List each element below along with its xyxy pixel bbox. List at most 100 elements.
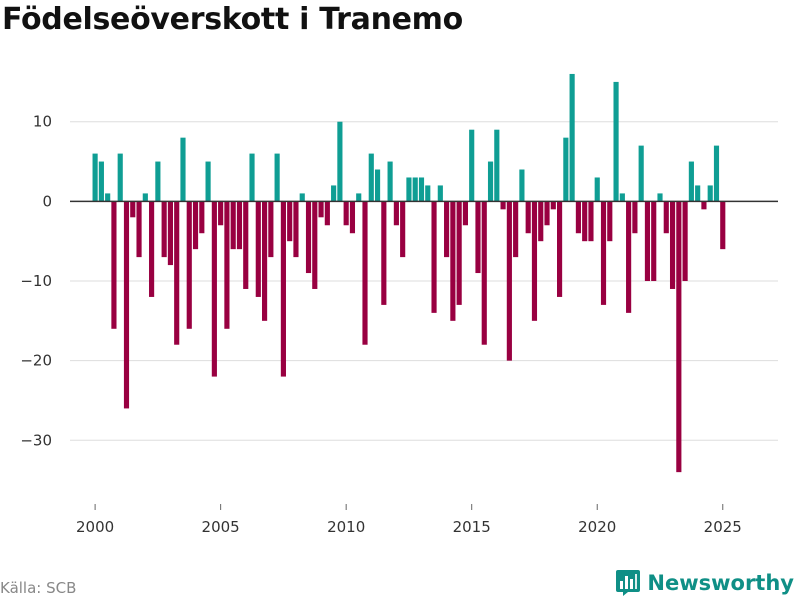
bar[interactable] [142,193,148,202]
bar[interactable] [519,169,525,202]
bar[interactable] [249,153,255,202]
bar[interactable] [280,201,286,377]
bar[interactable] [230,201,236,250]
bar[interactable] [324,201,330,226]
bar[interactable] [444,201,450,258]
bar[interactable] [651,201,657,282]
bar[interactable] [105,193,111,202]
bar[interactable] [657,193,663,202]
bar[interactable] [487,161,494,202]
bar[interactable] [588,201,594,242]
bar[interactable] [274,153,280,202]
bar[interactable] [268,201,274,258]
bar[interactable] [569,73,575,202]
bar[interactable] [481,201,487,345]
bar[interactable] [538,201,544,242]
bar[interactable] [450,201,456,321]
bar[interactable] [130,201,136,218]
bar[interactable] [117,153,123,202]
bar[interactable] [192,201,199,250]
bar[interactable] [174,201,180,345]
bar[interactable] [318,201,324,218]
bar[interactable] [98,161,104,202]
bar[interactable] [305,201,312,274]
bar[interactable] [600,201,607,305]
bar[interactable] [638,145,644,202]
bar[interactable] [218,201,224,226]
bar[interactable] [111,201,117,329]
bar[interactable] [186,201,192,329]
bar[interactable] [500,201,506,210]
bar[interactable] [180,137,186,202]
bar[interactable] [676,201,682,473]
bar[interactable] [155,161,161,202]
bar[interactable] [337,121,343,202]
bar[interactable] [462,201,468,226]
bar[interactable] [368,153,374,202]
bar[interactable] [582,201,588,242]
bar[interactable] [374,169,381,202]
bar[interactable] [167,201,173,266]
bar[interactable] [293,201,299,258]
bar[interactable] [349,201,356,234]
bar[interactable] [92,153,98,202]
bar[interactable] [356,193,362,202]
bar[interactable] [607,201,613,242]
bar[interactable] [531,201,538,321]
bar[interactable] [262,201,268,321]
bar[interactable] [513,201,519,258]
bar[interactable] [406,177,412,202]
bar[interactable] [619,193,625,202]
bar[interactable] [331,185,337,202]
bar[interactable] [381,201,387,305]
bar[interactable] [663,201,669,234]
bar[interactable] [205,161,211,202]
bar[interactable] [437,185,443,202]
bar[interactable] [425,185,431,202]
bar[interactable] [287,201,293,242]
bar[interactable] [387,161,393,202]
bar[interactable] [506,201,512,361]
bar[interactable] [199,201,205,234]
bar[interactable] [136,201,142,258]
bar[interactable] [475,201,481,274]
bar[interactable] [299,193,305,202]
bar[interactable] [418,177,425,202]
bar[interactable] [149,201,155,297]
bar[interactable] [557,201,563,297]
bar[interactable] [494,129,500,202]
bar[interactable] [469,129,475,202]
bar[interactable] [312,201,318,289]
bar[interactable] [544,201,550,226]
bar[interactable] [343,201,349,226]
bar[interactable] [626,201,632,313]
bar[interactable] [701,201,707,210]
bar[interactable] [720,201,726,250]
bar[interactable] [713,145,720,202]
bar[interactable] [224,201,230,329]
bar[interactable] [688,161,694,202]
bar[interactable] [255,201,261,297]
bar[interactable] [632,201,638,234]
bar[interactable] [594,177,600,202]
bar[interactable] [695,185,701,202]
bar[interactable] [362,201,368,345]
bar[interactable] [644,201,651,282]
bar[interactable] [682,201,688,282]
bar[interactable] [393,201,399,226]
newsworthy-logo[interactable]: Newsworthy [615,569,794,597]
bar[interactable] [563,137,569,202]
bar[interactable] [161,201,167,258]
bar[interactable] [613,81,619,202]
bar[interactable] [707,185,713,202]
bar[interactable] [575,201,581,234]
bar[interactable] [431,201,437,313]
bar[interactable] [243,201,249,289]
bar[interactable] [669,201,676,289]
bar[interactable] [456,201,462,305]
bar[interactable] [123,201,130,409]
bar[interactable] [412,177,418,202]
bar[interactable] [236,201,243,250]
bar[interactable] [550,201,556,210]
bar[interactable] [525,201,531,234]
